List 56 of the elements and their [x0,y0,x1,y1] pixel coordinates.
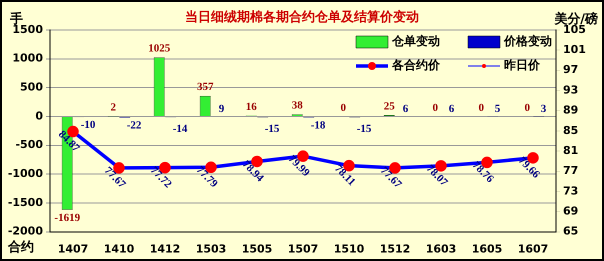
y2-tick-label: 73 [563,184,578,198]
data-label: 25 [384,100,396,112]
y-tick-label: -500 [15,138,44,152]
chart-title: 当日细绒期棉各期合约仓单及结算价变动 [185,10,419,25]
x-tick-label: 1603 [426,242,456,256]
y2-tick-label: 81 [563,144,578,157]
legend-label: 昨日价 [504,58,541,72]
data-label: -22 [126,120,142,132]
y-tick-label: 1000 [12,52,44,65]
y2-tick-label: 93 [563,83,578,96]
y2-tick-label: 89 [563,104,578,117]
data-label: -15 [356,123,372,136]
data-label: 9 [218,102,225,115]
x-tick-label: 1512 [380,242,410,256]
data-label: 1025 [148,42,171,55]
x-tick-label: 1505 [242,242,272,256]
y2-tick-label: 97 [563,63,578,76]
y2-tick-label: 65 [563,224,578,238]
x-axis-title: 合约 [8,239,34,256]
data-label: 0 [340,102,346,114]
data-label: 0 [478,102,484,114]
y-tick-label: 0 [35,109,44,122]
legend-label: 各合约价 [391,58,441,72]
x-tick-label: 1607 [518,242,548,256]
data-label: 16 [246,100,258,113]
data-label: 2 [110,102,116,114]
data-label: -10 [80,118,96,131]
data-label: 6 [402,102,409,115]
legend-label: 价格变动 [503,34,552,48]
data-label: 38 [292,100,304,112]
x-tick-label: 1410 [104,242,135,256]
y2-tick-label: 101 [563,43,586,56]
y2-tick-label: 85 [563,124,578,137]
y-tick-label: 500 [20,80,44,94]
data-label: 0 [524,102,530,114]
x-tick-label: 1605 [472,242,502,256]
y-tick-label: -2000 [8,224,44,238]
data-label: -1619 [54,212,81,224]
x-tick-label: 1510 [334,242,365,256]
data-label: 6 [448,102,455,115]
x-tick-label: 1507 [288,242,318,256]
y2-tick-label: 77 [563,164,578,178]
data-label: 357 [197,81,214,94]
y-tick-label: -1000 [8,167,44,180]
data-label: 3 [540,103,547,116]
x-tick-label: 1412 [150,242,180,256]
data-label: -14 [172,123,188,136]
data-label: 0 [432,102,438,114]
data-label: -15 [264,123,280,136]
y-tick-label: -1500 [8,196,44,209]
y2-tick-label: 69 [563,204,578,218]
legend-label: 仓单变动 [391,34,440,48]
data-label: 5 [494,103,501,116]
data-label: -18 [310,119,326,132]
x-tick-label: 1503 [196,242,226,256]
x-tick-label: 1407 [58,242,88,256]
